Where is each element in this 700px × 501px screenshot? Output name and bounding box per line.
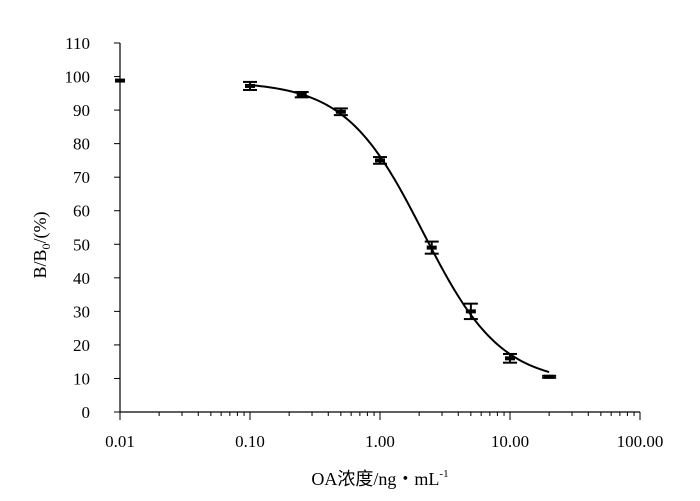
data-points-layer <box>115 78 557 379</box>
data-point <box>243 80 257 91</box>
data-point <box>115 78 125 83</box>
data-point <box>373 156 387 165</box>
y-tick-label: 30 <box>73 302 90 321</box>
data-point <box>542 374 557 379</box>
point-marker <box>505 356 515 361</box>
y-axis-label: B/B0/(%) <box>30 211 53 278</box>
y-tick-label: 0 <box>82 403 91 422</box>
fit-curve <box>249 84 550 373</box>
y-axis-label-prefix: B/B <box>30 249 50 278</box>
y-tick-label: 90 <box>73 101 90 120</box>
x-tick-label: 0.10 <box>235 432 265 451</box>
y-tick-label: 70 <box>73 168 90 187</box>
point-marker <box>375 158 385 163</box>
y-tick-label: 60 <box>73 202 90 221</box>
x-axis-label: OA浓度/ng・mL-1 <box>311 468 448 489</box>
point-marker <box>115 78 125 83</box>
y-axis-label-subscript: 0 <box>39 243 53 249</box>
y-ticks: 0 10 20 30 40 50 60 70 80 90 100 110 <box>65 34 120 422</box>
y-tick-label: 100 <box>65 68 91 87</box>
y-tick-label: 40 <box>73 269 90 288</box>
data-point <box>424 240 439 255</box>
x-tick-label: 1.00 <box>365 432 395 451</box>
y-tick-label: 20 <box>73 336 90 355</box>
x-tick-label: 100.00 <box>617 432 664 451</box>
point-marker <box>245 83 255 88</box>
y-tick-label: 50 <box>73 235 90 254</box>
x-axis-label-superscript: -1 <box>439 468 448 480</box>
point-marker <box>296 92 307 97</box>
x-tick-label: 10.00 <box>491 432 529 451</box>
x-tick-label: 0.01 <box>105 432 135 451</box>
data-point <box>503 352 517 364</box>
x-axis-label-main: OA浓度/ng・mL <box>311 469 439 489</box>
point-marker <box>465 309 476 314</box>
y-tick-label: 110 <box>65 34 90 53</box>
x-ticks: 0.01 0.10 1.00 10.00 100.00 <box>105 412 663 451</box>
point-marker <box>426 245 437 250</box>
y-tick-label: 80 <box>73 135 90 154</box>
point-marker <box>335 109 346 114</box>
data-point <box>333 107 348 117</box>
data-point <box>463 302 478 321</box>
fit-curve-layer <box>249 84 550 373</box>
axes <box>119 43 640 413</box>
point-marker <box>544 374 555 379</box>
y-tick-label: 10 <box>73 369 90 388</box>
y-axis-label-suffix: /(%) <box>30 211 51 243</box>
data-point <box>294 90 309 99</box>
